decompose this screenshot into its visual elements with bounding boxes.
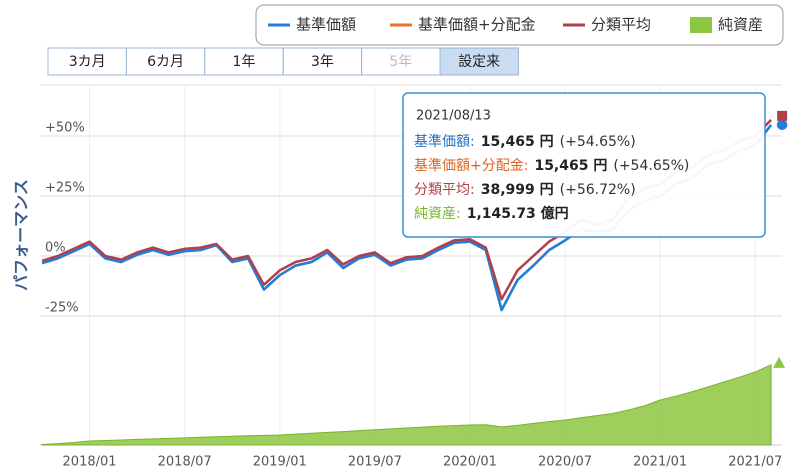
end-marker [777,110,788,121]
x-tick-label: 2018/01 [63,455,117,470]
range-button-bg [204,47,284,76]
range-button-label[interactable]: 3年 [311,54,334,70]
range-button[interactable]: 3カ月 [47,47,127,76]
range-button[interactable]: 設定来 [439,47,519,76]
tooltip-label: 分類平均: [414,182,475,198]
y-tick-label: -25% [45,301,79,316]
x-tick-label: 2020/07 [538,455,592,470]
tooltip-label: 基準価額+分配金: [414,157,528,174]
tooltip-change: (+54.65%) [613,158,689,174]
range-button-bg [361,47,441,76]
range-button-label[interactable]: 設定来 [458,54,500,70]
tooltip-value: 1,145.73 億円 [467,205,569,222]
range-button-label[interactable]: 6カ月 [147,54,184,70]
y-axis-title: パフォーマンス [12,179,31,291]
range-button[interactable]: 1年 [204,47,284,76]
legend-label[interactable]: 基準価額+分配金 [418,16,536,34]
range-button-bg [282,47,363,76]
x-tick-label: 2021/01 [633,455,687,470]
y-tick-label: +25% [45,181,85,196]
range-button-bg [439,47,519,76]
range-button[interactable]: 3年 [282,47,363,76]
tooltip-value: 38,999 円 [481,182,554,198]
range-button-label[interactable]: 3カ月 [69,54,106,70]
y-tick-label: 0% [45,241,66,256]
tooltip-change: (+54.65%) [560,134,636,150]
tooltip-box [402,92,766,238]
tooltip-label: 純資産: [414,206,461,222]
marker [773,356,786,368]
tooltip-value: 15,465 円 [481,134,554,150]
tooltip-row: 基準価額+分配金: 15,465 円 (+54.65%) [414,157,689,174]
tooltip-row: 分類平均: 38,999 円 (+56.72%) [414,182,636,198]
tooltip-date: 2021/08/13 [416,109,491,124]
tooltip-row: 純資産: 1,145.73 億円 [414,205,569,222]
legend-box [255,4,784,46]
x-tick-label: 2018/07 [158,455,212,470]
y-tick-label: +50% [45,121,85,136]
tooltip-label: 基準価額: [414,133,475,150]
tooltip-row: 基準価額: 15,465 円 (+54.65%) [414,133,636,150]
range-button-label: 5年 [389,54,412,70]
x-tick-label: 2020/01 [443,455,497,470]
tooltip-value: 15,465 円 [534,158,607,174]
range-button-label[interactable]: 1年 [233,54,256,70]
legend-label[interactable]: 基準価額 [296,16,356,34]
x-tick-label: 2019/07 [348,455,402,470]
x-tick-label: 2019/01 [253,455,307,470]
net-assets-area [41,364,772,446]
legend-label[interactable]: 純資産 [718,16,763,34]
legend-label[interactable]: 分類平均 [591,16,651,34]
range-button: 5年 [361,47,441,76]
x-tick-label: 2021/07 [728,455,782,470]
legend-swatch [690,17,712,33]
range-button[interactable]: 6カ月 [125,47,206,76]
tooltip-change: (+56.72%) [560,182,636,198]
